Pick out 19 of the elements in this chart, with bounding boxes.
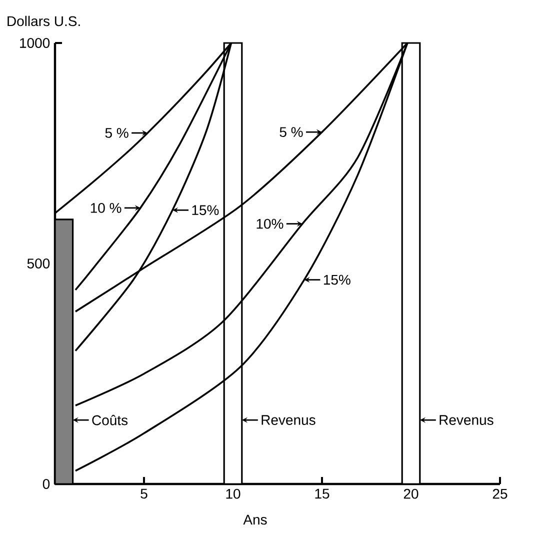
x-tick-label: 15 <box>315 488 330 499</box>
x-axis-title: Ans <box>243 514 267 525</box>
annotation: Revenus <box>262 415 316 425</box>
annotation: 15% <box>324 274 350 285</box>
y-tick-label: 500 <box>27 258 50 268</box>
annotation: 10 % <box>90 202 122 213</box>
x-tick-label: 20 <box>404 488 418 499</box>
y-tick-label: 0 <box>42 479 50 489</box>
annotation: Revenus <box>440 415 494 425</box>
annotation: 5 % <box>105 128 128 138</box>
annotation: 5 % <box>280 127 303 138</box>
y-axis-title: Dollars U.S. <box>8 16 80 26</box>
annotation: Coûts <box>92 414 128 426</box>
annotation: 15% <box>192 205 219 216</box>
x-tick-label: 5 <box>140 488 148 499</box>
y-tick-label: 1000 <box>20 38 50 48</box>
annotation: 10% <box>256 218 284 229</box>
x-tick-label: 25 <box>492 488 508 499</box>
x-tick-label: 10 <box>226 488 240 499</box>
